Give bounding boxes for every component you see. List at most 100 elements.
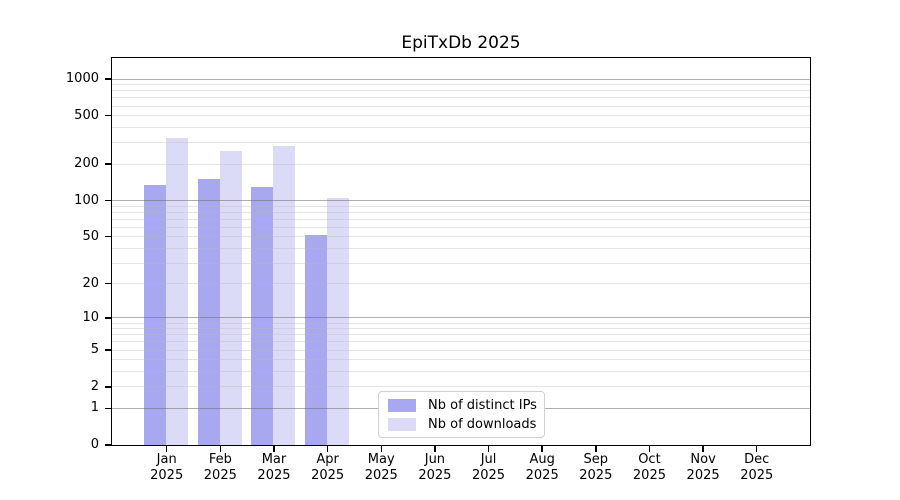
x-tick-label: Aug 2025 bbox=[510, 452, 574, 484]
x-tick-year: 2025 bbox=[418, 468, 452, 483]
x-tick-label: Jun 2025 bbox=[403, 452, 467, 484]
x-tick-mark bbox=[595, 446, 597, 452]
y-tick-mark bbox=[105, 407, 111, 410]
y-tick-label: 1 bbox=[90, 400, 99, 416]
x-tick-mark bbox=[273, 446, 275, 452]
minor-gridline bbox=[111, 218, 810, 220]
x-tick-mark bbox=[541, 446, 543, 452]
minor-gridline bbox=[111, 322, 810, 324]
minor-gridline bbox=[111, 386, 810, 388]
y-tick-label: 20 bbox=[82, 275, 99, 291]
x-tick-mark bbox=[487, 446, 490, 452]
y-tick-label: 100 bbox=[74, 192, 99, 208]
y-tick-mark bbox=[105, 386, 111, 388]
x-tick-label: Mar 2025 bbox=[242, 452, 306, 484]
x-tick-label: May 2025 bbox=[349, 452, 413, 484]
x-tick-month: Jul bbox=[480, 452, 497, 467]
x-tick-month: Sep bbox=[583, 452, 609, 467]
bar-downloads-feb bbox=[219, 151, 242, 445]
y-tick-mark bbox=[105, 163, 111, 165]
x-tick-year: 2025 bbox=[364, 468, 398, 483]
x-tick-mark bbox=[219, 446, 222, 452]
legend-swatch-downloads-icon bbox=[388, 417, 416, 431]
y-tick-label: 5 bbox=[90, 342, 99, 358]
minor-gridline bbox=[111, 163, 810, 165]
x-tick-month: May bbox=[367, 452, 395, 467]
bar-distinct-ips-jan bbox=[144, 185, 167, 445]
minor-gridline bbox=[111, 262, 810, 264]
x-tick-mark bbox=[648, 446, 651, 452]
x-tick-mark bbox=[326, 446, 329, 452]
x-tick-year: 2025 bbox=[257, 468, 291, 483]
bar-distinct-ips-mar bbox=[251, 187, 274, 445]
x-tick-mark bbox=[380, 446, 382, 452]
minor-gridline bbox=[111, 247, 810, 249]
minor-gridline bbox=[111, 341, 810, 343]
chart-title: EpiTxDb 2025 bbox=[401, 33, 521, 53]
minor-gridline bbox=[111, 371, 810, 373]
minor-gridline bbox=[111, 115, 810, 117]
y-tick-label: 0 bbox=[90, 437, 99, 452]
y-tick-label: 1000 bbox=[65, 71, 99, 86]
bar-distinct-ips-apr bbox=[305, 235, 328, 445]
bar-downloads-jan bbox=[166, 137, 189, 445]
minor-gridline bbox=[111, 211, 810, 213]
x-tick-year: 2025 bbox=[579, 468, 613, 483]
bar-distinct-ips-feb bbox=[197, 178, 220, 445]
legend-label-distinct-ips: Nb of distinct IPs bbox=[428, 397, 537, 413]
minor-gridline bbox=[111, 142, 810, 144]
x-tick-mark bbox=[702, 446, 704, 452]
y-tick-mark bbox=[105, 282, 111, 285]
x-tick-month: Feb bbox=[208, 452, 232, 467]
x-tick-label: Oct 2025 bbox=[617, 452, 681, 484]
x-tick-month: Oct bbox=[638, 452, 661, 467]
legend: Nb of distinct IPs Nb of downloads bbox=[378, 391, 545, 438]
major-gridline bbox=[111, 78, 810, 80]
legend-item-downloads: Nb of downloads bbox=[388, 417, 544, 432]
y-tick-mark bbox=[105, 114, 111, 117]
y-tick-label: 200 bbox=[74, 156, 99, 172]
x-tick-month: Apr bbox=[316, 452, 339, 467]
x-tick-month: Aug bbox=[529, 452, 555, 467]
x-tick-label: Dec 2025 bbox=[725, 452, 789, 484]
x-tick-label: Sep 2025 bbox=[564, 452, 628, 484]
minor-gridline bbox=[111, 205, 810, 207]
x-tick-year: 2025 bbox=[150, 468, 184, 483]
x-tick-year: 2025 bbox=[632, 468, 666, 483]
y-tick-label: 10 bbox=[82, 309, 99, 325]
y-tick-mark bbox=[105, 317, 111, 319]
minor-gridline bbox=[111, 84, 810, 86]
x-tick-mark bbox=[434, 446, 436, 452]
minor-gridline bbox=[111, 359, 810, 361]
x-tick-mark bbox=[165, 446, 168, 452]
bar-downloads-mar bbox=[273, 146, 296, 445]
major-gridline bbox=[111, 200, 810, 201]
y-tick-label: 2 bbox=[90, 378, 99, 394]
minor-gridline bbox=[111, 126, 810, 128]
x-tick-mark bbox=[755, 446, 758, 452]
legend-item-distinct-ips: Nb of distinct IPs bbox=[388, 398, 544, 413]
x-tick-month: Jan bbox=[156, 452, 177, 467]
minor-gridline bbox=[111, 236, 810, 238]
major-gridline bbox=[111, 317, 810, 319]
minor-gridline bbox=[111, 90, 810, 92]
plot-area bbox=[110, 56, 811, 446]
x-tick-month: Nov bbox=[690, 452, 716, 467]
x-tick-label: Apr 2025 bbox=[296, 452, 360, 484]
legend-label-downloads: Nb of downloads bbox=[428, 416, 537, 432]
y-tick-label: 50 bbox=[82, 228, 99, 244]
bar-downloads-apr bbox=[327, 198, 350, 445]
x-tick-month: Dec bbox=[744, 452, 770, 467]
x-tick-label: Jan 2025 bbox=[135, 452, 199, 484]
minor-gridline bbox=[111, 349, 810, 351]
y-tick-mark bbox=[105, 349, 111, 351]
minor-gridline bbox=[111, 105, 810, 107]
x-tick-month: Jun bbox=[424, 452, 446, 467]
y-tick-mark bbox=[105, 78, 111, 80]
minor-gridline bbox=[111, 328, 810, 330]
y-tick-mark bbox=[105, 444, 111, 446]
x-tick-year: 2025 bbox=[471, 468, 506, 483]
minor-gridline bbox=[111, 97, 810, 99]
y-tick-mark bbox=[105, 235, 111, 238]
